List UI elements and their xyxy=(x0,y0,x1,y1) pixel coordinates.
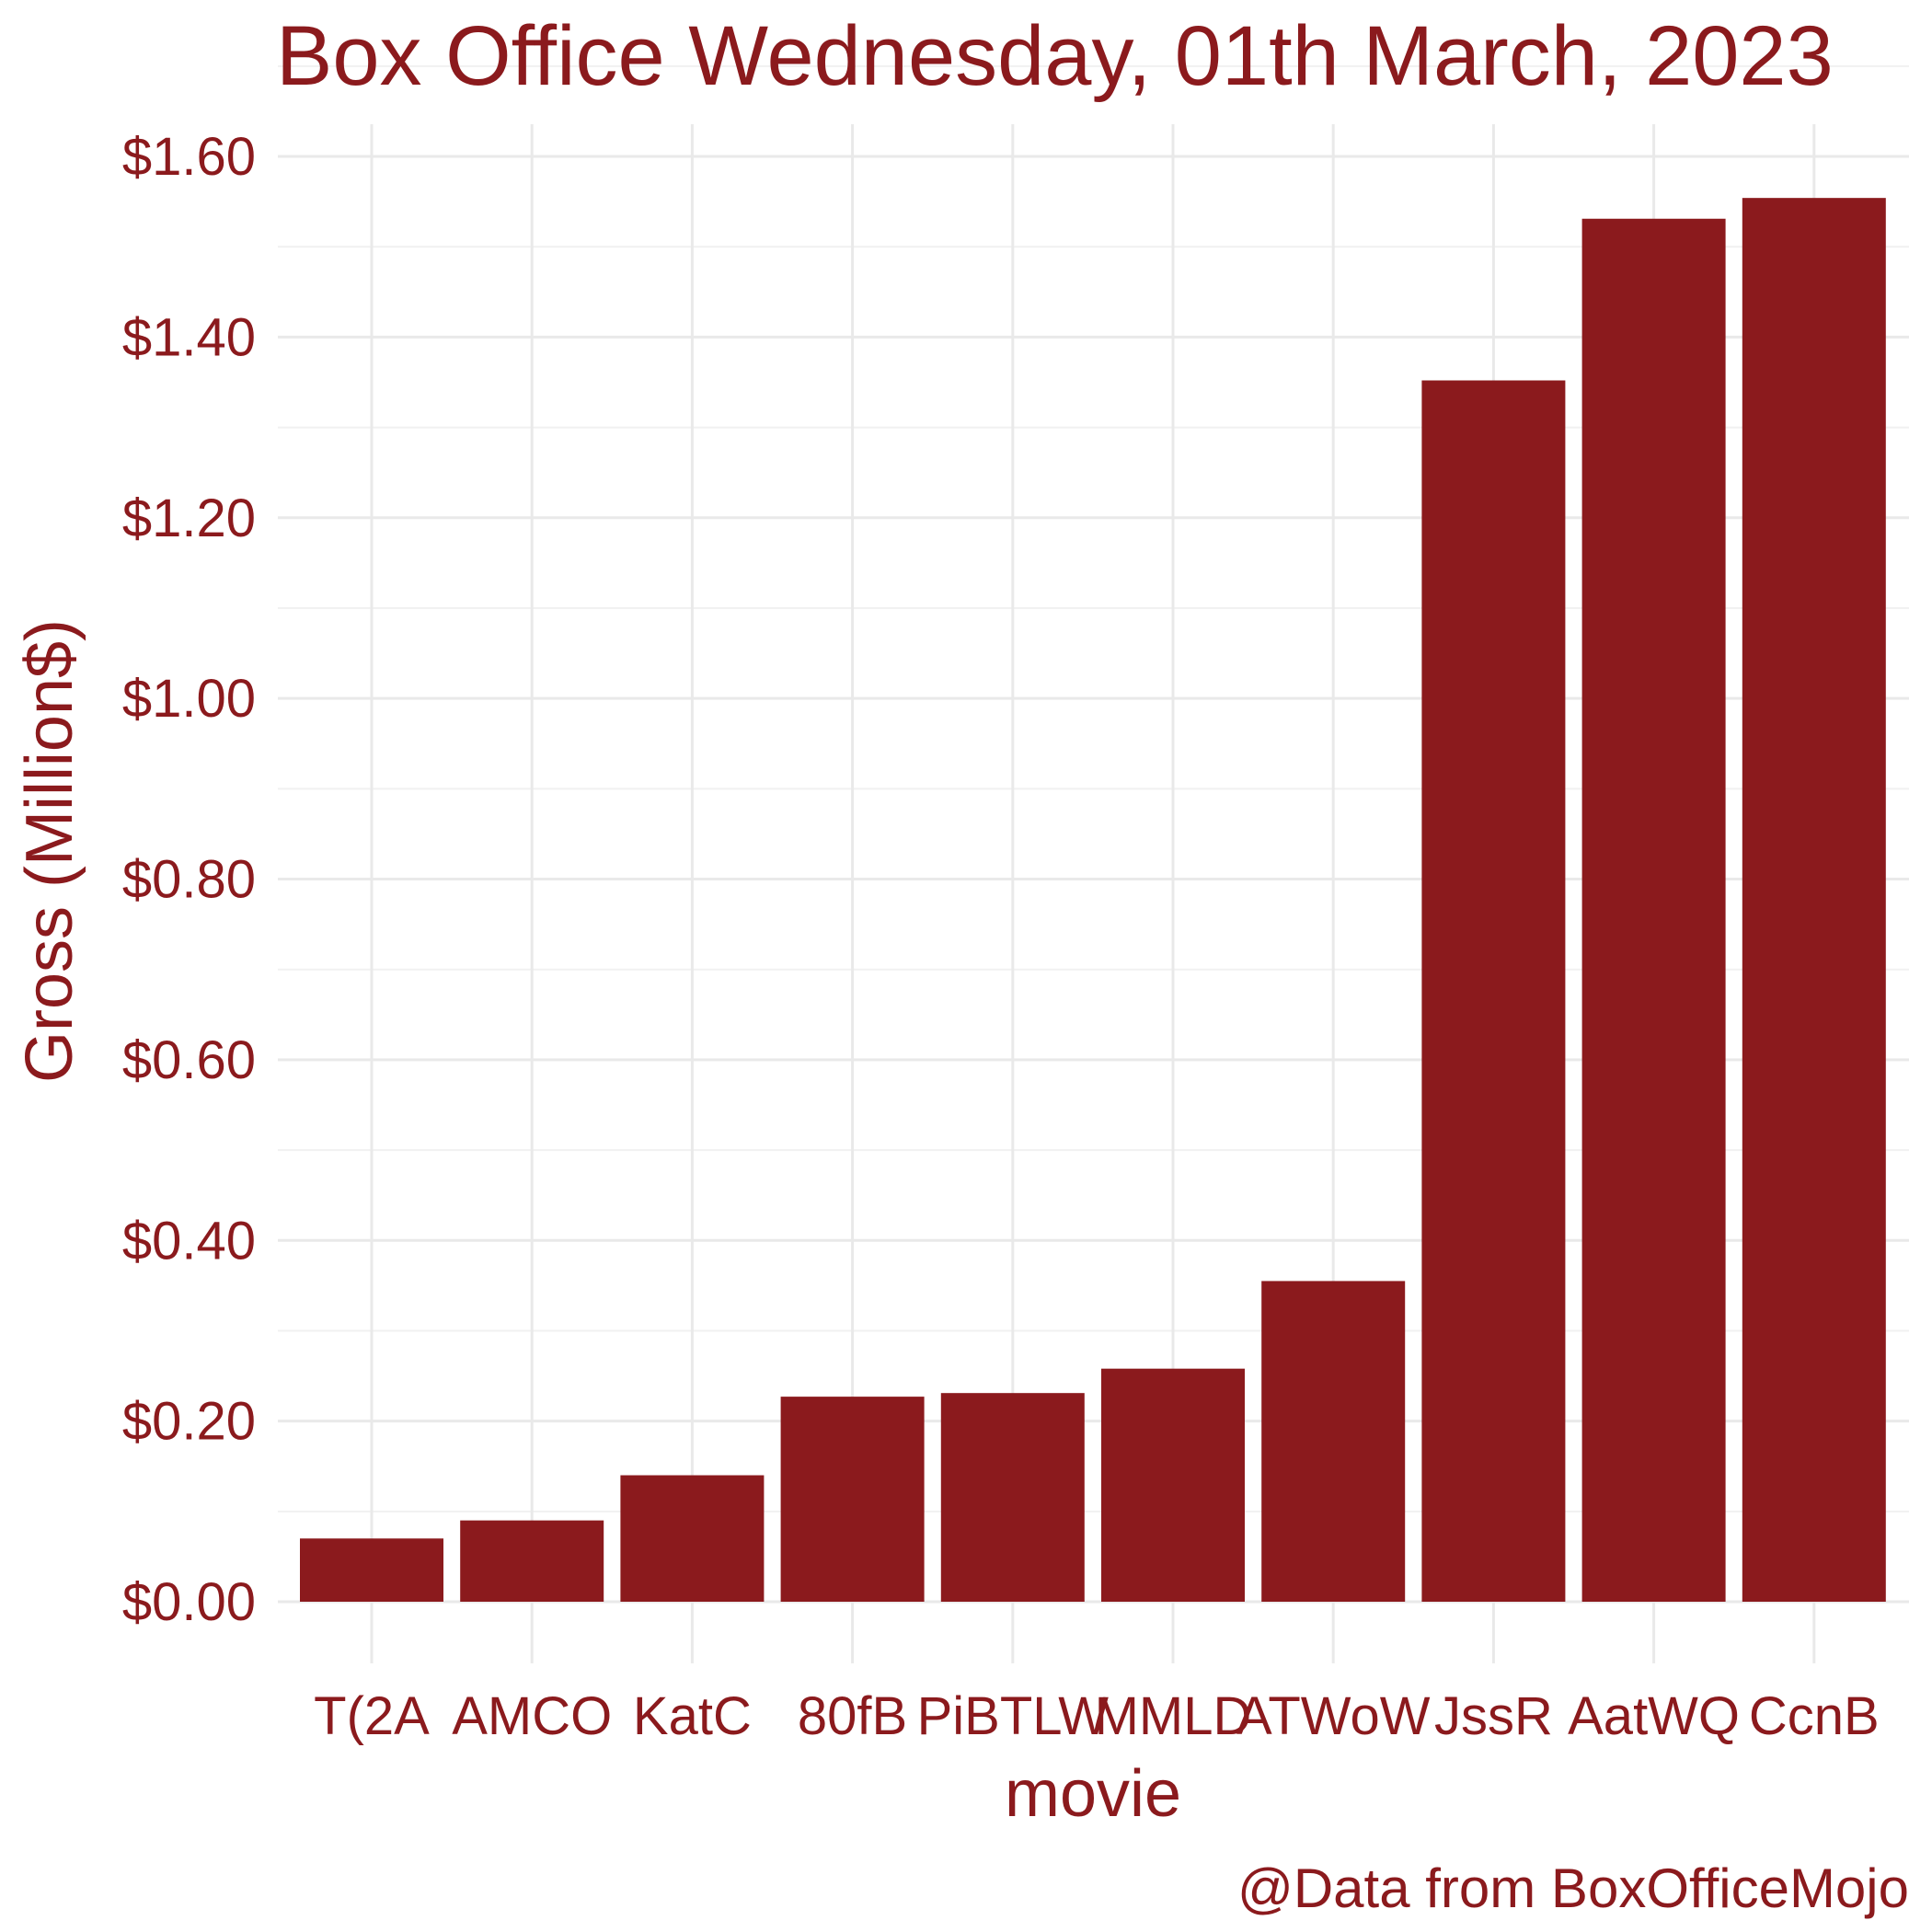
bar-MMLD xyxy=(1101,1368,1245,1602)
y-tick-label: $0.80 xyxy=(122,850,256,910)
source-caption: @Data from BoxOfficeMojo xyxy=(1237,1857,1909,1919)
x-tick-label: KatC xyxy=(633,1686,752,1746)
bar-PiBTLW xyxy=(940,1393,1085,1602)
bars xyxy=(300,198,1886,1602)
y-tick-label: $1.20 xyxy=(122,489,256,548)
bar-T(2A xyxy=(300,1538,443,1602)
bar-AatWQ xyxy=(1581,218,1726,1602)
y-axis-title: Gross (Million$) xyxy=(13,619,86,1083)
bar-JssR xyxy=(1421,380,1566,1602)
bar-ATWoW xyxy=(1261,1281,1406,1602)
x-axis-title: movie xyxy=(1005,1757,1181,1831)
y-tick-label: $1.00 xyxy=(122,669,256,729)
x-tick-label: CcnB xyxy=(1749,1686,1880,1746)
x-tick-label: AMCO xyxy=(452,1686,612,1746)
y-tick-label: $1.40 xyxy=(122,307,256,367)
bar-AMCO xyxy=(460,1520,604,1602)
bar-CcnB xyxy=(1742,198,1886,1602)
x-tick-label: MMLD xyxy=(1095,1686,1252,1746)
y-tick-label: $1.60 xyxy=(122,127,256,187)
y-tick-label: $0.60 xyxy=(122,1030,256,1090)
y-tick-labels: $0.00 $0.20 $0.40 $0.60 $0.80 $1.00 $1.20 $1.40… xyxy=(122,127,256,1632)
y-tick-label: $0.00 xyxy=(122,1572,256,1632)
x-tick-label: PiBTLW xyxy=(917,1686,1110,1746)
bar-KatC xyxy=(620,1475,765,1602)
y-tick-label: $0.20 xyxy=(122,1392,256,1452)
bar-80fB xyxy=(780,1397,925,1602)
x-tick-label: ATWoW xyxy=(1236,1686,1431,1746)
x-tick-label: 80fB xyxy=(798,1686,907,1746)
x-tick-label: AatWQ xyxy=(1568,1686,1740,1746)
x-tick-label: T(2A xyxy=(314,1686,430,1746)
x-tick-label: JssR xyxy=(1434,1686,1553,1746)
y-tick-label: $0.40 xyxy=(122,1211,256,1271)
chart-title: Box Office Wednesday, 01th March, 2023 xyxy=(276,9,1834,103)
